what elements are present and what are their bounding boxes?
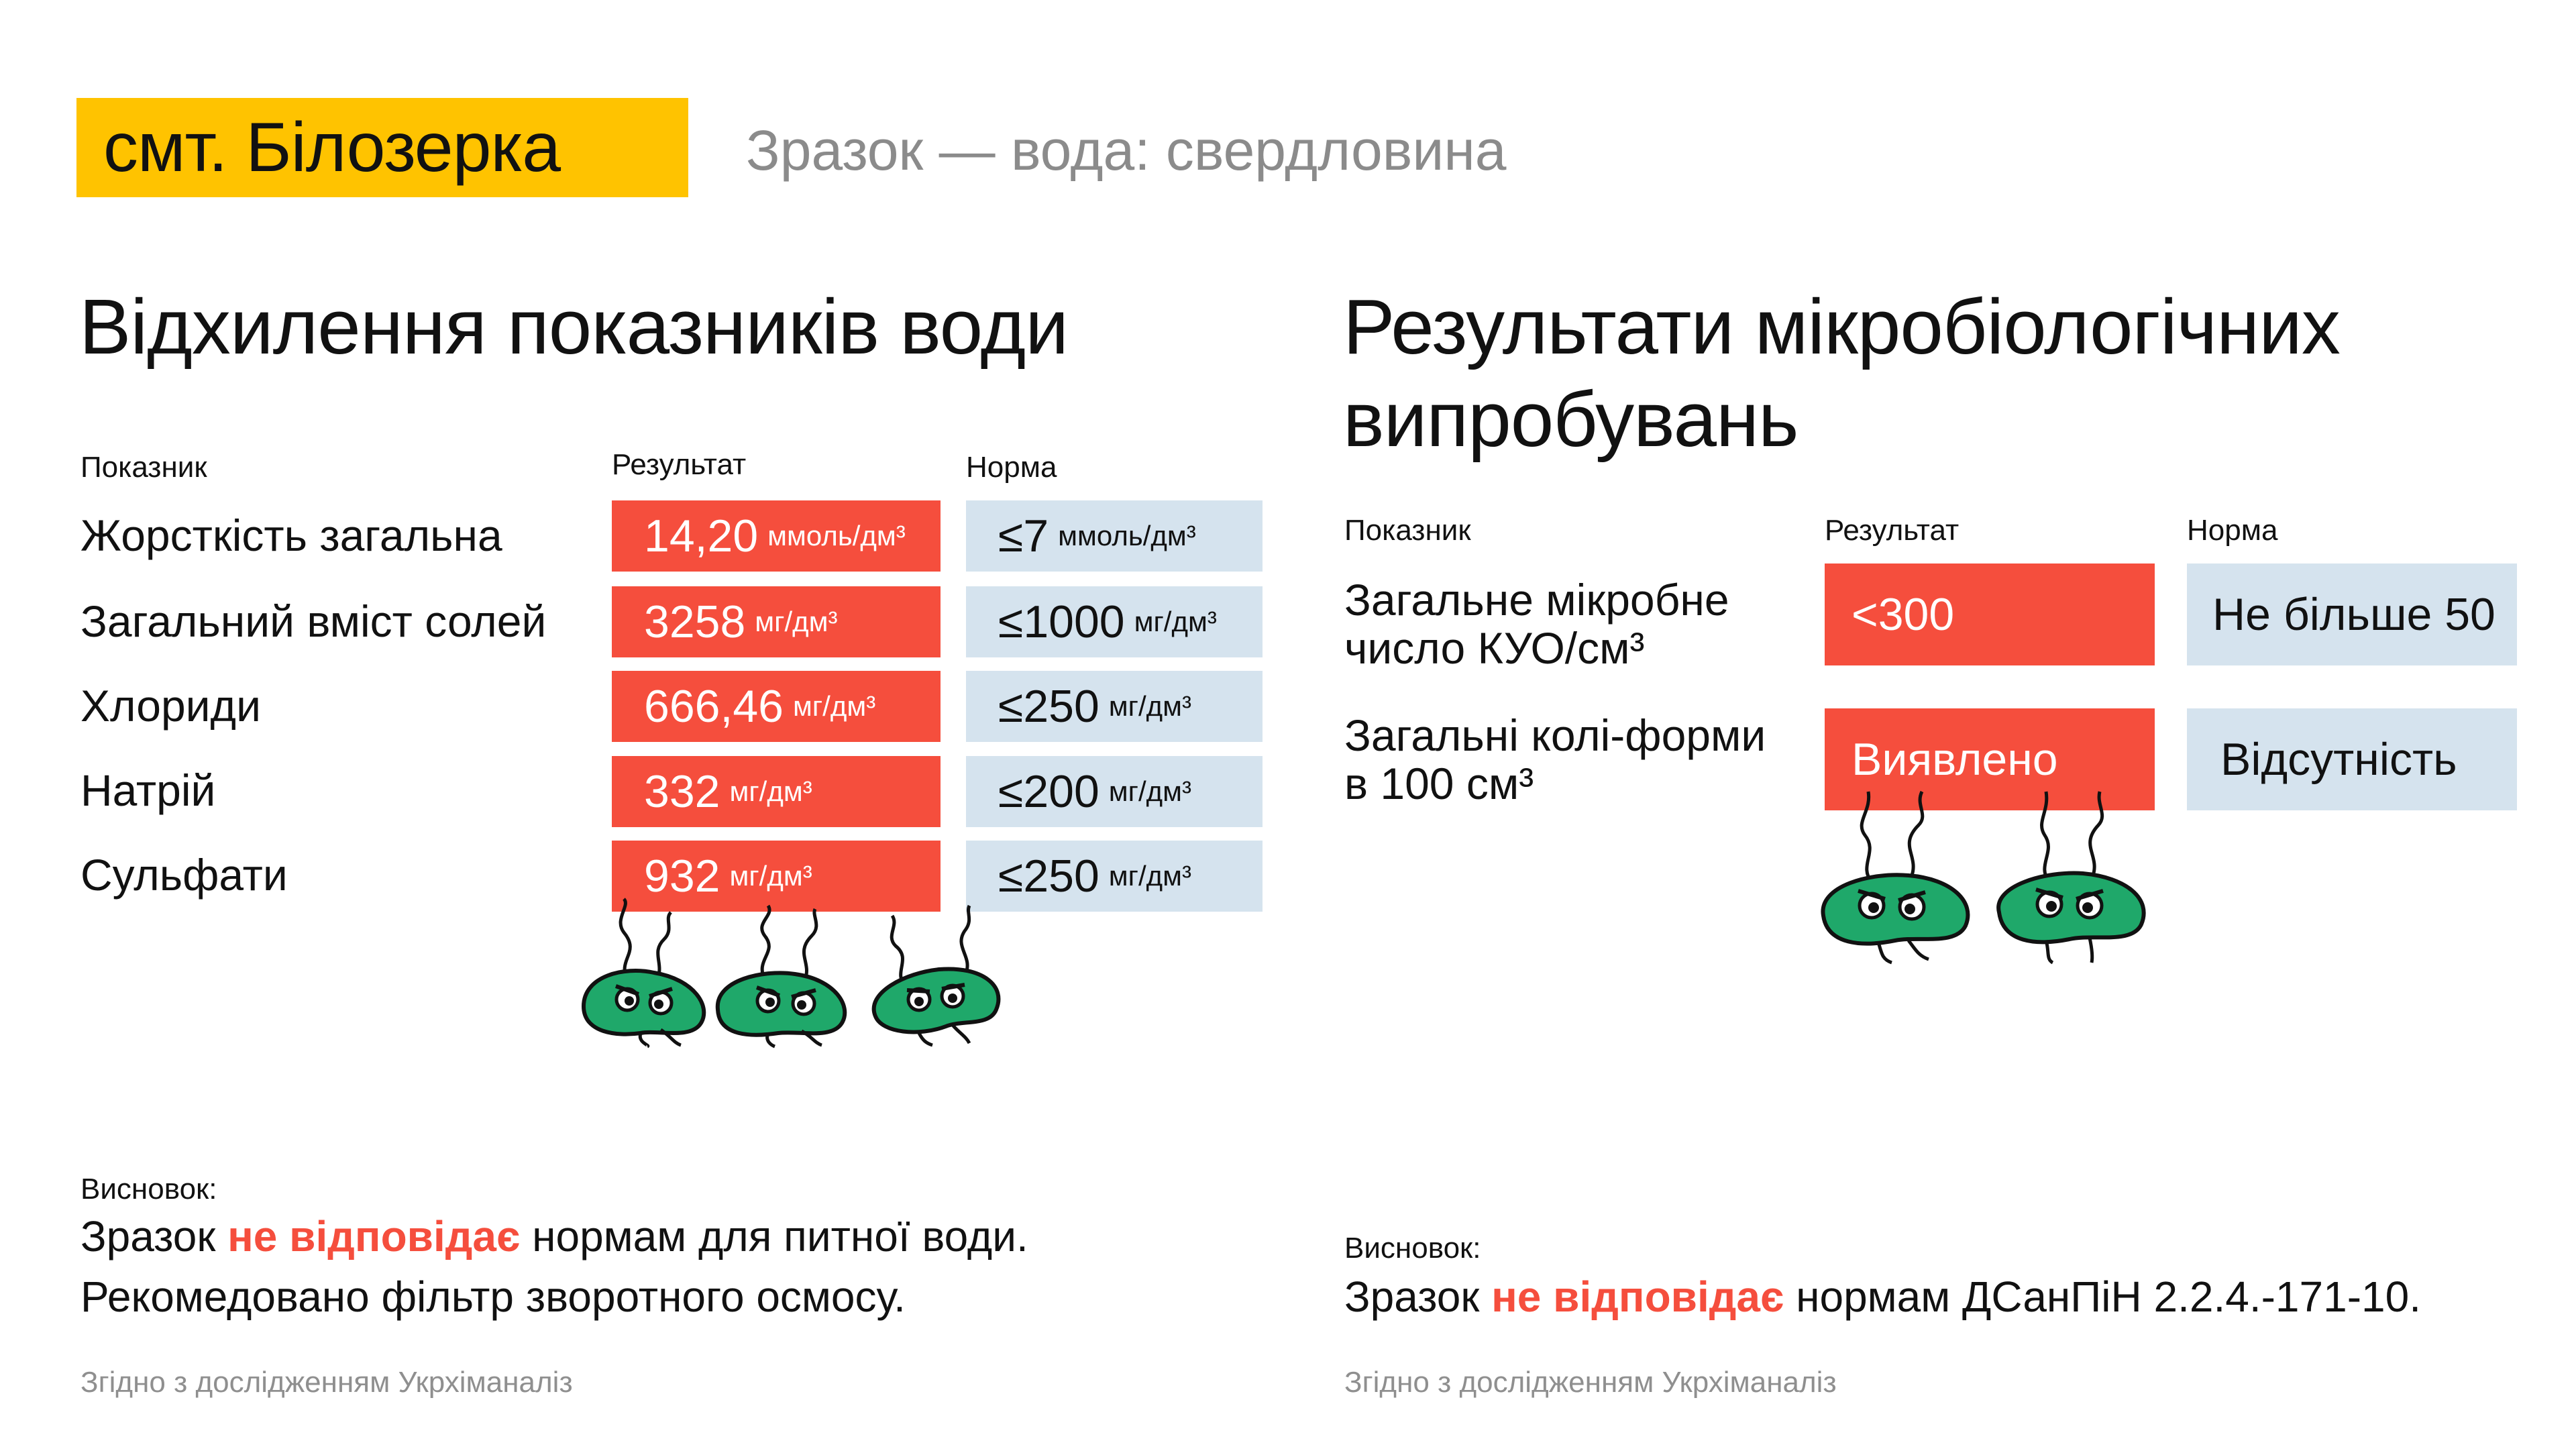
conclusion-post: нормам для питної води. <box>532 1212 1028 1260</box>
right-row-name-line1: Загальне мікробне <box>1344 575 1729 625</box>
right-row-result: <300 <box>1825 564 2155 665</box>
left-conclusion-label: Висновок: <box>80 1173 217 1205</box>
right-col-norm: Норма <box>2187 514 2278 547</box>
left-row-norm: ≤7 ммоль/дм³ <box>966 500 1263 572</box>
right-row-name-line1: Загальні колі-форми <box>1344 710 1766 760</box>
left-recommendation: Рекомедовано фільтр зворотного осмосу. <box>80 1273 906 1321</box>
norm-unit: мг/дм³ <box>1108 690 1192 722</box>
left-row-norm: ≤250 мг/дм³ <box>966 841 1263 912</box>
left-row-name: Хлориди <box>80 681 261 731</box>
right-conclusion: Зразок не відповідає нормам ДСанПіН 2.2.… <box>1344 1272 2421 1322</box>
right-row-name-line2: число КУО/см³ <box>1344 623 1645 673</box>
left-conclusion: Зразок не відповідає нормам для питної в… <box>80 1212 1028 1261</box>
conclusion-pre: Зразок <box>80 1212 216 1260</box>
result-unit: мг/дм³ <box>729 860 812 892</box>
left-row-result: 666,46 мг/дм³ <box>612 671 941 742</box>
norm-unit: мг/дм³ <box>1108 860 1192 892</box>
left-row-name: Сульфати <box>80 850 288 900</box>
right-source: Згідно з дослідженням Укрхіманаліз <box>1344 1366 1837 1399</box>
norm-unit: мг/дм³ <box>1108 775 1192 807</box>
conclusion-highlight: не відповідає <box>1491 1273 1784 1321</box>
left-row-norm: ≤250 мг/дм³ <box>966 671 1263 742</box>
norm-value: ≤250 <box>998 851 1099 902</box>
right-row-norm: Відсутність <box>2187 708 2517 810</box>
right-row-result: Виявлено <box>1825 708 2155 810</box>
result-value: 332 <box>644 766 720 817</box>
right-section-title: Результати мікробіологічних випробувань <box>1343 283 2341 463</box>
left-row-name: Натрій <box>80 765 216 815</box>
norm-value: Відсутність <box>2220 734 2457 785</box>
right-conclusion-label: Висновок: <box>1344 1232 1481 1265</box>
left-col-indicator: Показник <box>80 451 207 484</box>
left-section-title: Відхилення показників води <box>79 283 1069 370</box>
right-row-norm: Не більше 50 <box>2187 564 2517 665</box>
sample-subtitle: Зразок — вода: свердловина <box>746 119 1507 182</box>
conclusion-pre: Зразок <box>1344 1273 1480 1321</box>
result-value: 3258 <box>644 596 746 647</box>
norm-value: ≤250 <box>998 681 1099 732</box>
result-value: <300 <box>1851 589 1955 640</box>
norm-value: Не більше 50 <box>2212 589 2496 640</box>
right-row-name-line2: в 100 см³ <box>1344 759 1534 808</box>
left-col-result: Результат <box>612 448 747 481</box>
left-row-result: 14,20 ммоль/дм³ <box>612 500 941 572</box>
conclusion-highlight: не відповідає <box>227 1212 521 1260</box>
right-row-name: Загальні колі-форми в 100 см³ <box>1344 711 1766 808</box>
norm-value: ≤7 <box>998 511 1049 561</box>
left-row-name: Загальний вміст солей <box>80 596 547 646</box>
left-col-norm: Норма <box>966 451 1057 484</box>
town-badge: смт. Білозерка <box>76 98 688 197</box>
left-row-name: Жорсткість загальна <box>80 511 502 560</box>
germ-icon <box>1821 790 1970 965</box>
norm-value: ≤200 <box>998 766 1099 817</box>
germ-icon <box>1996 791 2146 965</box>
right-col-indicator: Показник <box>1344 514 1471 547</box>
town-title: смт. Білозерка <box>103 109 561 186</box>
result-unit: мг/дм³ <box>755 606 838 637</box>
norm-unit: ммоль/дм³ <box>1058 520 1196 551</box>
result-value: Виявлено <box>1851 734 2058 785</box>
result-unit: мг/дм³ <box>729 775 812 807</box>
left-row-result: 3258 мг/дм³ <box>612 586 941 657</box>
right-row-name: Загальне мікробне число КУО/см³ <box>1344 576 1729 672</box>
germ-icon <box>581 898 706 1049</box>
result-value: 666,46 <box>644 681 784 732</box>
left-row-norm: ≤1000 мг/дм³ <box>966 586 1263 657</box>
result-unit: ммоль/дм³ <box>767 520 906 551</box>
norm-value: ≤1000 <box>998 596 1125 647</box>
germ-icon <box>871 904 1001 1047</box>
left-row-norm: ≤200 мг/дм³ <box>966 756 1263 827</box>
conclusion-post: нормам ДСанПіН 2.2.4.-171-10. <box>1796 1273 2421 1321</box>
left-source: Згідно з дослідженням Укрхіманаліз <box>80 1366 573 1399</box>
right-col-result: Результат <box>1825 514 1960 547</box>
norm-unit: мг/дм³ <box>1134 606 1217 637</box>
germ-icon <box>715 904 847 1049</box>
result-value: 14,20 <box>644 511 759 561</box>
result-value: 932 <box>644 851 720 902</box>
result-unit: мг/дм³ <box>792 690 876 722</box>
left-row-result: 932 мг/дм³ <box>612 841 941 912</box>
left-row-result: 332 мг/дм³ <box>612 756 941 827</box>
